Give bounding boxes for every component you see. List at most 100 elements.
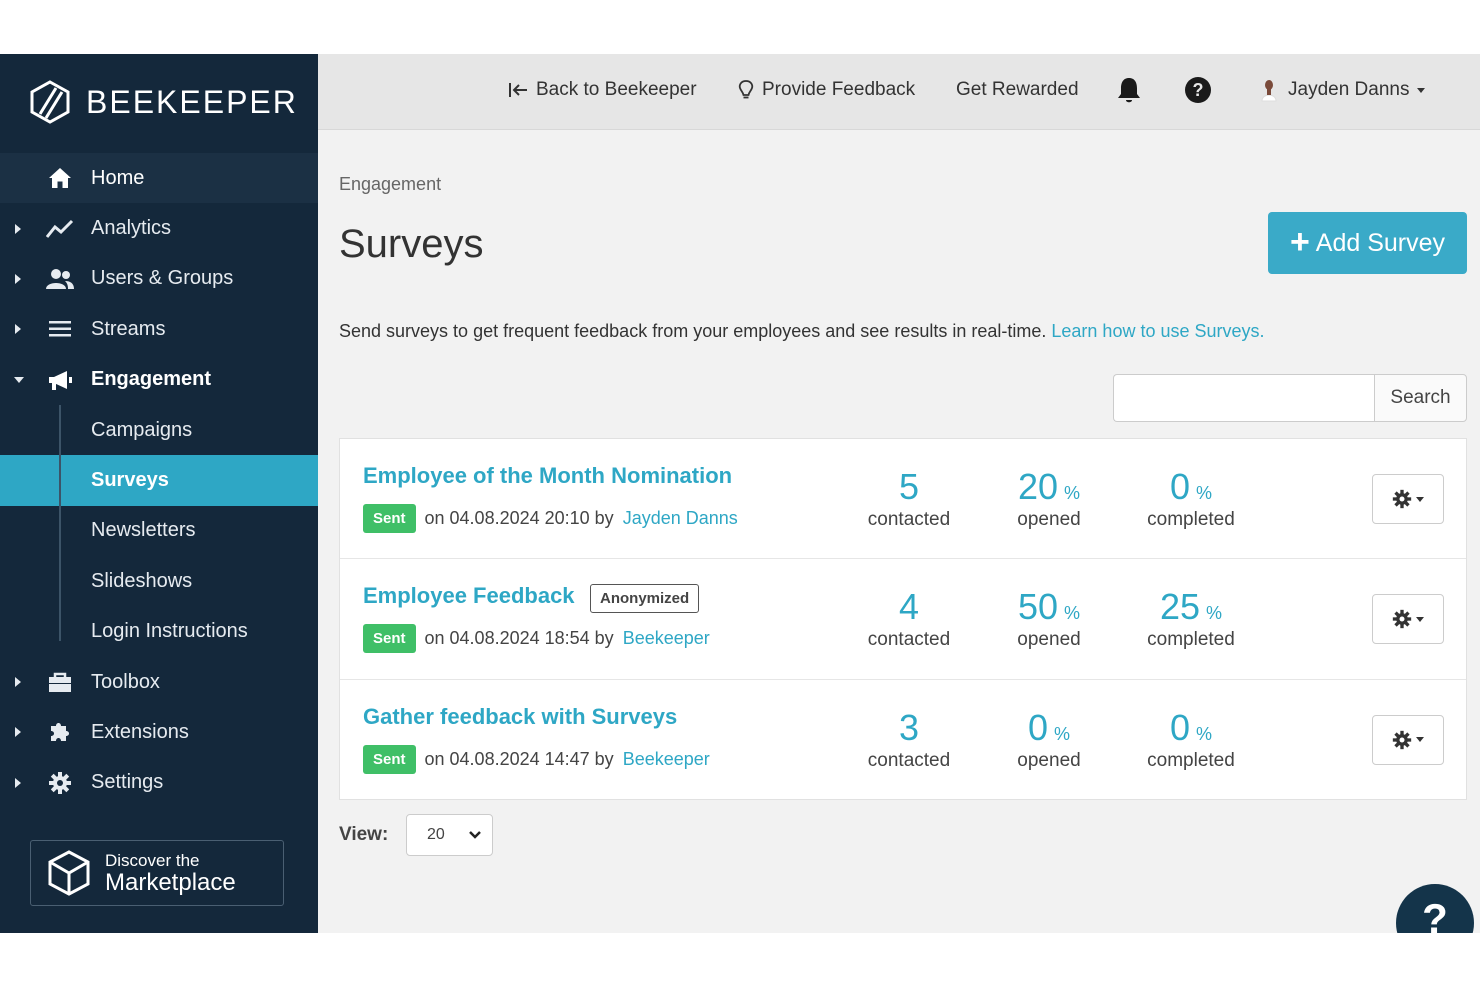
chevron-down-icon (469, 831, 481, 839)
sidebar-item-label: Slideshows (91, 569, 193, 592)
page-size-select[interactable]: 20 (406, 814, 493, 856)
app-frame: BEEKEEPER Home Analytics (0, 54, 1480, 933)
sidebar-item-label: Campaigns (91, 418, 193, 441)
learn-surveys-link[interactable]: Learn how to use Surveys. (1051, 321, 1265, 341)
sidebar-item-label: Engagement (91, 368, 212, 391)
chevron-down-icon (1416, 616, 1424, 622)
intro-text: Send surveys to get frequent feedback fr… (339, 321, 1265, 342)
help-chat-button[interactable]: ? (1396, 884, 1474, 933)
user-menu[interactable]: Jayden Danns (1258, 76, 1426, 104)
search-button[interactable]: Search (1374, 374, 1467, 422)
survey-author-link[interactable]: Beekeeper (622, 628, 710, 649)
status-badge: Sent (363, 744, 416, 774)
sidebar-item-newsletters[interactable]: Newsletters (0, 506, 318, 556)
sidebar-item-slideshows[interactable]: Slideshows (0, 556, 318, 606)
view-label: View: (339, 824, 389, 845)
lightbulb-icon (738, 80, 754, 99)
gear-icon (1392, 730, 1412, 749)
stat-completed: 0% completed (1111, 465, 1271, 531)
brand-logo[interactable]: BEEKEEPER (28, 80, 298, 124)
caret-right-icon (15, 273, 21, 284)
bell-icon (1118, 78, 1140, 103)
brand-name: BEEKEEPER (86, 83, 298, 120)
provide-feedback-link[interactable]: Provide Feedback (738, 76, 915, 104)
sidebar-item-label: Settings (91, 771, 164, 794)
stat-label: completed (1147, 749, 1235, 771)
stat-completed: 25% completed (1111, 585, 1271, 651)
marketplace-label: Discover the Marketplace (105, 852, 236, 895)
beekeeper-logo-icon (30, 80, 70, 124)
sidebar-item-streams[interactable]: Streams (0, 304, 318, 354)
breadcrumb[interactable]: Engagement (339, 174, 442, 194)
status-badge: Sent (363, 624, 416, 654)
sidebar-item-extensions[interactable]: Extensions (0, 707, 318, 757)
sidebar-item-campaigns[interactable]: Campaigns (0, 405, 318, 455)
survey-meta: Sent on 04.08.2024 20:10 by Jayden Danns (363, 504, 738, 533)
survey-settings-button[interactable] (1372, 594, 1444, 645)
sidebar-item-analytics[interactable]: Analytics (0, 203, 318, 253)
survey-settings-button[interactable] (1372, 474, 1444, 524)
survey-author-link[interactable]: Beekeeper (622, 748, 710, 769)
sidebar-item-login-instructions[interactable]: Login Instructions (0, 607, 318, 657)
chevron-down-icon (1416, 496, 1424, 502)
marketplace-button[interactable]: Discover the Marketplace (30, 840, 284, 906)
get-rewarded-link[interactable]: Get Rewarded (956, 76, 1079, 104)
stat-value: 25 (1159, 586, 1201, 628)
stat-opened: 50% opened (969, 585, 1129, 651)
page-title: Surveys (339, 222, 484, 266)
stat-value: 4 (898, 586, 920, 628)
survey-title[interactable]: Employee Feedback (363, 583, 575, 609)
caret-down-icon (14, 376, 24, 383)
sidebar-item-home[interactable]: Home (0, 153, 318, 204)
sidebar-item-engagement[interactable]: Engagement (0, 355, 318, 405)
search-input[interactable] (1113, 374, 1374, 422)
survey-settings-button[interactable] (1372, 714, 1444, 765)
stat-value: 0 (1169, 706, 1190, 748)
sidebar-item-toolbox[interactable]: Toolbox (0, 657, 318, 707)
stat-label: opened (1017, 749, 1081, 771)
sidebar-item-label: Surveys (91, 469, 169, 492)
add-survey-button[interactable]: + Add Survey (1268, 212, 1467, 274)
back-arrow-icon (509, 83, 527, 97)
puzzle-icon (46, 720, 74, 744)
stat-value: 50 (1017, 586, 1059, 628)
survey-date: on 04.08.2024 14:47 by (424, 748, 614, 769)
percent-sign: % (1196, 723, 1213, 744)
gear-icon (46, 771, 74, 795)
sidebar-item-surveys[interactable]: Surveys (0, 455, 318, 506)
stat-value: 3 (898, 706, 920, 748)
survey-title[interactable]: Employee of the Month Nomination (363, 463, 733, 488)
gear-icon (1392, 489, 1412, 509)
avatar (1261, 80, 1277, 102)
help-button[interactable]: ? (1184, 76, 1212, 104)
survey-author-link[interactable]: Jayden Danns (622, 508, 738, 528)
back-to-beekeeper-label: Back to Beekeeper (536, 79, 697, 100)
chevron-down-icon (1417, 87, 1426, 93)
percent-sign: % (1064, 603, 1081, 624)
marketplace-small-text: Discover the (105, 850, 200, 870)
toolbox-icon (46, 670, 74, 694)
back-to-beekeeper-link[interactable]: Back to Beekeeper (508, 76, 697, 104)
sidebar-item-label: Extensions (91, 720, 189, 743)
provide-feedback-label: Provide Feedback (762, 79, 916, 100)
stat-opened: 0% opened (969, 706, 1129, 772)
plus-icon: + (1289, 222, 1310, 261)
sidebar-item-users-groups[interactable]: Users & Groups (0, 254, 318, 304)
survey-row: Gather feedback with Surveys Sent on 04.… (340, 680, 1466, 800)
anonymized-badge: Anonymized (590, 584, 700, 614)
notifications-button[interactable] (1116, 76, 1142, 104)
caret-right-icon (15, 677, 21, 688)
survey-title[interactable]: Gather feedback with Surveys (363, 703, 678, 729)
sidebar: BEEKEEPER Home Analytics (0, 54, 318, 933)
stat-label: completed (1147, 629, 1235, 651)
gear-icon (1392, 610, 1412, 629)
caret-right-icon (15, 223, 21, 234)
stat-contacted: 3 contacted (829, 706, 989, 772)
sidebar-item-label: Analytics (91, 217, 172, 240)
caret-right-icon (15, 727, 21, 738)
percent-sign: % (1054, 723, 1071, 744)
stat-label: contacted (867, 629, 951, 651)
status-badge: Sent (363, 504, 416, 533)
sidebar-item-settings[interactable]: Settings (0, 758, 318, 808)
survey-row: Employee of the Month Nomination Sent on… (340, 439, 1466, 560)
